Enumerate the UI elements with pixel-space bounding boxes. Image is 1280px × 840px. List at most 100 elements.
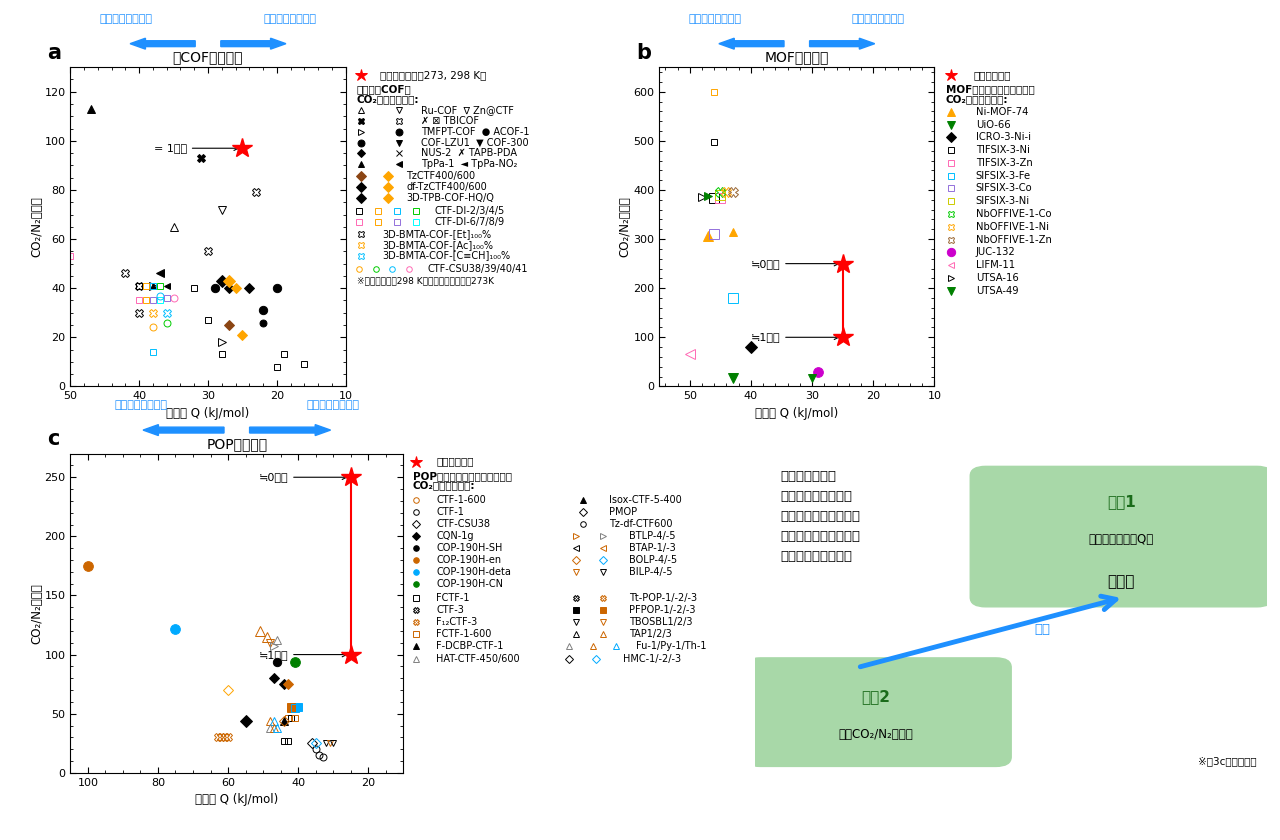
Text: NbOFFIVE-1-Co: NbOFFIVE-1-Co xyxy=(975,209,1051,219)
Text: FCTF-1-600: FCTF-1-600 xyxy=(436,629,492,639)
Text: SIFSIX-3-Co: SIFSIX-3-Co xyxy=(975,183,1033,193)
Text: BTAP-1/-3: BTAP-1/-3 xyxy=(630,543,676,553)
Text: a: a xyxy=(47,43,61,63)
Text: F-DCBP-CTF-1: F-DCBP-CTF-1 xyxy=(436,642,503,651)
Text: CTF-CSU38/39/40/41: CTF-CSU38/39/40/41 xyxy=(428,264,529,274)
Text: Ru-COF  ∇ Zn@CTF: Ru-COF ∇ Zn@CTF xyxy=(421,105,513,115)
Text: TzCTF400/600: TzCTF400/600 xyxy=(407,171,476,181)
Text: TMFPT-COF  ● ACOF-1: TMFPT-COF ● ACOF-1 xyxy=(421,127,529,137)
Text: = 1気圧: = 1気圧 xyxy=(154,144,238,153)
Text: POP（多孔性有機ポリマー）の: POP（多孔性有機ポリマー）の xyxy=(413,471,512,481)
Text: CTF-1-600: CTF-1-600 xyxy=(436,495,486,505)
Text: 要件1: 要件1 xyxy=(1107,494,1135,509)
Text: TpPa-1  ◄ TpPa-NO₂: TpPa-1 ◄ TpPa-NO₂ xyxy=(421,160,517,169)
Text: 低消費エネルギー: 低消費エネルギー xyxy=(306,400,360,410)
Text: COP-190H-en: COP-190H-en xyxy=(436,555,502,565)
Text: LIFM-11: LIFM-11 xyxy=(975,260,1015,270)
Text: 高いCO₂/N₂選択比: 高いCO₂/N₂選択比 xyxy=(838,728,913,741)
Text: COP-190H-deta: COP-190H-deta xyxy=(436,567,511,577)
Text: 低い吸着熱（低Q）: 低い吸着熱（低Q） xyxy=(1089,533,1153,546)
Text: CO₂分離回収性能:: CO₂分離回収性能: xyxy=(946,94,1009,104)
Text: HAT-CTF-450/600: HAT-CTF-450/600 xyxy=(436,654,520,664)
Text: c: c xyxy=(47,429,60,449)
Text: BOLP-4/-5: BOLP-4/-5 xyxy=(630,555,677,565)
Text: 高消費エネルギー: 高消費エネルギー xyxy=(114,400,168,410)
Text: F₁₂CTF-3: F₁₂CTF-3 xyxy=(436,617,477,627)
Text: FCTF-1: FCTF-1 xyxy=(436,593,470,603)
Text: COF-LZU1  ▼ COF-300: COF-LZU1 ▼ COF-300 xyxy=(421,138,529,148)
Text: NbOFFIVE-1-Zn: NbOFFIVE-1-Zn xyxy=(975,234,1052,244)
Text: JUC-132: JUC-132 xyxy=(975,247,1015,257)
Text: HMC-1/-2/-3: HMC-1/-2/-3 xyxy=(622,654,681,664)
Text: 高消費エネルギー: 高消費エネルギー xyxy=(100,13,152,24)
Text: NbOFFIVE-1-Ni: NbOFFIVE-1-Ni xyxy=(975,222,1048,232)
Text: BTLP-4/-5: BTLP-4/-5 xyxy=(630,531,676,541)
Text: TAP1/2/3: TAP1/2/3 xyxy=(630,629,672,639)
Text: Tt-POP-1/-2/-3: Tt-POP-1/-2/-3 xyxy=(630,593,698,603)
Text: CO₂分離回収性能:: CO₂分離回収性能: xyxy=(413,480,475,491)
Text: SIFSIX-3-Fe: SIFSIX-3-Fe xyxy=(975,171,1030,181)
Y-axis label: CO₂/N₂選択比: CO₂/N₂選択比 xyxy=(618,197,632,257)
Text: PMOP: PMOP xyxy=(609,507,637,517)
FancyBboxPatch shape xyxy=(970,466,1272,606)
Text: 低消費エネルギー: 低消費エネルギー xyxy=(852,13,905,24)
Text: CTF-DI-2/3/4/5: CTF-DI-2/3/4/5 xyxy=(435,206,506,216)
Text: ICRO-3-Ni-i: ICRO-3-Ni-i xyxy=(975,133,1030,143)
Text: TIFSIX-3-Ni: TIFSIX-3-Ni xyxy=(975,145,1029,155)
X-axis label: 吸着熱 Q (kJ/mol): 吸着熱 Q (kJ/mol) xyxy=(166,407,250,420)
Text: UTSA-16: UTSA-16 xyxy=(975,273,1019,283)
Text: ≒0気圧: ≒0気圧 xyxy=(750,259,838,269)
Text: 3D-BMTA-COF-[Et]₁₀₀%: 3D-BMTA-COF-[Et]₁₀₀% xyxy=(383,228,492,239)
Text: 本成果の材料（273, 298 K）: 本成果の材料（273, 298 K） xyxy=(380,71,486,80)
Text: BILP-4/-5: BILP-4/-5 xyxy=(630,567,673,577)
Text: 要件2: 要件2 xyxy=(861,689,890,704)
Text: 方向: 方向 xyxy=(1034,622,1050,636)
Text: b: b xyxy=(636,43,652,63)
Text: TBOSBL1/2/3: TBOSBL1/2/3 xyxy=(630,617,692,627)
Text: ✗ ⊠ TBICOF: ✗ ⊠ TBICOF xyxy=(421,116,479,126)
Text: df-TzCTF400/600: df-TzCTF400/600 xyxy=(407,182,488,192)
Text: 3D-BMTA-COF-[C≡CH]₁₀₀%: 3D-BMTA-COF-[C≡CH]₁₀₀% xyxy=(383,250,511,260)
Text: 本成果の材料: 本成果の材料 xyxy=(973,71,1011,80)
Y-axis label: CO₂/N₂選択比: CO₂/N₂選択比 xyxy=(29,583,44,643)
Text: CTF-3: CTF-3 xyxy=(436,605,465,615)
Text: Ni-MOF-74: Ni-MOF-74 xyxy=(975,107,1028,117)
Title: POPとの比較: POPとの比較 xyxy=(206,437,268,451)
Text: TIFSIX-3-Zn: TIFSIX-3-Zn xyxy=(975,158,1033,168)
Text: 3D-TPB-COF-HQ/Q: 3D-TPB-COF-HQ/Q xyxy=(407,193,494,203)
Text: ※図3cの一部再掲: ※図3cの一部再掲 xyxy=(1198,756,1257,766)
Text: ≒0気圧: ≒0気圧 xyxy=(259,472,347,482)
X-axis label: 吸着熱 Q (kJ/mol): 吸着熱 Q (kJ/mol) xyxy=(195,793,279,806)
Text: CTF-1: CTF-1 xyxy=(436,507,465,517)
Text: 高消費エネルギー: 高消費エネルギー xyxy=(689,13,741,24)
Text: ※塗りつぶしは298 K、塗りつぶしなしは273K: ※塗りつぶしは298 K、塗りつぶしなしは273K xyxy=(357,276,494,286)
Text: NUS-2  ✗ TAPB-PDA: NUS-2 ✗ TAPB-PDA xyxy=(421,149,517,159)
Text: COP-190H-CN: COP-190H-CN xyxy=(436,580,503,590)
Text: Isox-CTF-5-400: Isox-CTF-5-400 xyxy=(609,495,682,505)
Text: UTSA-49: UTSA-49 xyxy=(975,286,1019,296)
Text: CTF-CSU38: CTF-CSU38 xyxy=(436,519,490,529)
Y-axis label: CO₂/N₂選択比: CO₂/N₂選択比 xyxy=(29,197,44,257)
Text: Tz-df-CTF600: Tz-df-CTF600 xyxy=(609,519,673,529)
Text: 他研究のCOFの: 他研究のCOFの xyxy=(357,85,411,95)
Text: SIFSIX-3-Ni: SIFSIX-3-Ni xyxy=(975,197,1030,207)
Text: これらの図では
右上の方が高性能。
排他的な「要件１」と
「要件２」とを同時に
満足できる意味で。: これらの図では 右上の方が高性能。 排他的な「要件１」と 「要件２」とを同時に … xyxy=(781,470,861,563)
Text: 低消費エネルギー: 低消費エネルギー xyxy=(264,13,316,24)
Text: CQN-1g: CQN-1g xyxy=(436,531,474,541)
Text: CO₂分離回収性能:: CO₂分離回収性能: xyxy=(357,94,420,104)
FancyBboxPatch shape xyxy=(745,658,1011,766)
Title: 他COFとの比較: 他COFとの比較 xyxy=(173,50,243,65)
Text: MOF（金属有機構造体）の: MOF（金属有機構造体）の xyxy=(946,85,1034,95)
Text: ≒1気圧: ≒1気圧 xyxy=(750,333,838,342)
Text: Fu-1/Py-1/Th-1: Fu-1/Py-1/Th-1 xyxy=(636,642,707,651)
X-axis label: 吸着熱 Q (kJ/mol): 吸着熱 Q (kJ/mol) xyxy=(755,407,838,420)
Text: ≒1気圧: ≒1気圧 xyxy=(259,649,347,659)
Text: COP-190H-SH: COP-190H-SH xyxy=(436,543,503,553)
Text: 🔥🔥🔥: 🔥🔥🔥 xyxy=(1107,574,1135,589)
Title: MOFとの比較: MOFとの比較 xyxy=(764,50,829,65)
Text: CTF-DI-6/7/8/9: CTF-DI-6/7/8/9 xyxy=(435,217,506,227)
Text: 本成果の材料: 本成果の材料 xyxy=(436,457,474,466)
Text: PFPOP-1/-2/-3: PFPOP-1/-2/-3 xyxy=(630,605,696,615)
Text: UiO-66: UiO-66 xyxy=(975,119,1010,129)
Text: 3D-BMTA-COF-[Ac]₁₀₀%: 3D-BMTA-COF-[Ac]₁₀₀% xyxy=(383,239,494,249)
